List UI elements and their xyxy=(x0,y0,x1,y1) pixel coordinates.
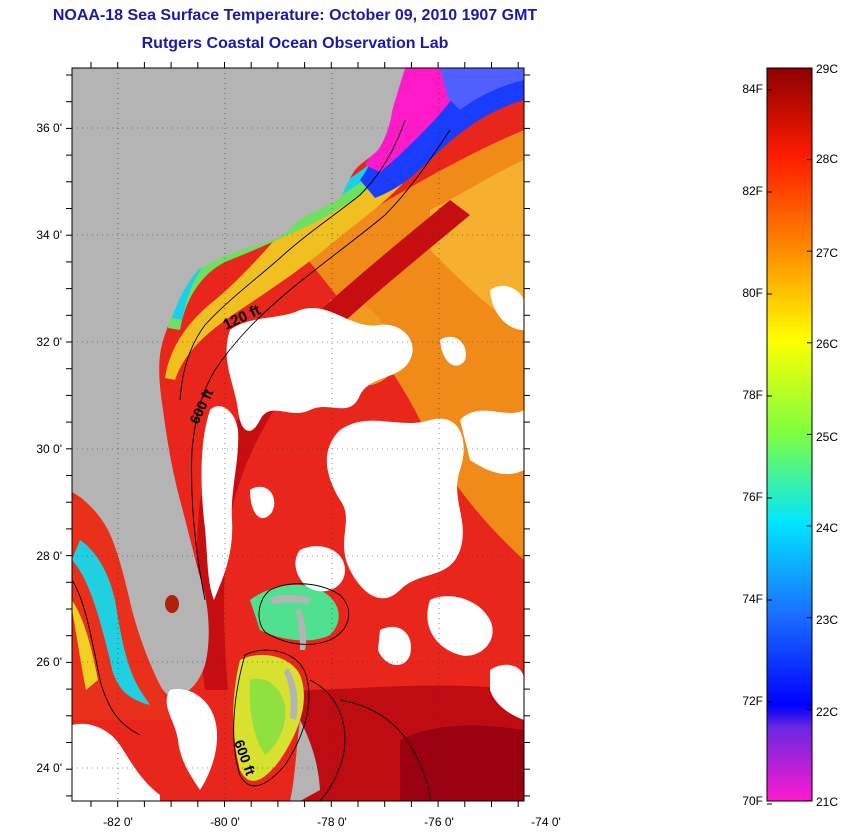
lat-label: 34 0' xyxy=(36,228,62,242)
celsius-label: 23C xyxy=(816,613,838,627)
lat-label: 36 0' xyxy=(36,121,62,135)
colorbar-celsius-labels: 29C 28C 27C 26C 25C 24C 23C 22C 21C xyxy=(816,62,838,809)
fahrenheit-label: 78F xyxy=(742,388,763,402)
colorbar-ticks xyxy=(767,67,812,805)
fahrenheit-label: 74F xyxy=(742,592,763,606)
lon-label: -74 0' xyxy=(531,815,561,829)
gulf-shelf-cyan xyxy=(72,540,150,705)
map-title: NOAA-18 Sea Surface Temperature: October… xyxy=(52,7,538,24)
lat-label: 28 0' xyxy=(36,549,62,563)
lat-label: 30 0' xyxy=(36,442,62,456)
colorbar-fahrenheit-labels: 84F 82F 80F 78F 76F 74F 72F 70F xyxy=(742,82,763,808)
lat-label: 24 0' xyxy=(36,761,62,775)
fahrenheit-label: 72F xyxy=(742,694,763,708)
map-subtitle: Rutgers Coastal Ocean Observation Lab xyxy=(141,35,449,52)
abaco xyxy=(296,608,307,650)
fahrenheit-label: 76F xyxy=(742,490,763,504)
shelf-yellow-band xyxy=(165,70,470,380)
gulf-water xyxy=(72,500,170,720)
map-ticks xyxy=(66,62,530,807)
hot-water-patch xyxy=(400,725,524,801)
celsius-label: 27C xyxy=(816,246,838,260)
celsius-label: 21C xyxy=(816,795,838,809)
celsius-label: 24C xyxy=(816,521,838,535)
celsius-label: 22C xyxy=(816,705,838,719)
cold-blue-edge xyxy=(440,68,524,110)
cold-magenta-water xyxy=(365,68,470,172)
land-us-southeast xyxy=(72,68,405,697)
lon-label: -80 0' xyxy=(210,815,240,829)
lat-label: 32 0' xyxy=(36,335,62,349)
longitude-labels: -82 0' -80 0' -78 0' -76 0' -74 0' xyxy=(103,815,561,829)
lake-okeechobee xyxy=(165,595,179,613)
celsius-label: 25C xyxy=(816,430,838,444)
map-frame xyxy=(71,67,525,802)
bathymetry-contours xyxy=(72,119,451,801)
lon-label: -78 0' xyxy=(317,815,347,829)
cloud-mask xyxy=(72,285,524,801)
andros xyxy=(284,668,298,720)
celsius-label: 28C xyxy=(816,152,838,166)
fahrenheit-label: 82F xyxy=(742,184,763,198)
fahrenheit-label: 80F xyxy=(742,286,763,300)
lat-label: 26 0' xyxy=(36,655,62,669)
gulf-shelf-yellow xyxy=(72,600,98,690)
sst-map xyxy=(72,68,524,801)
fahrenheit-label: 70F xyxy=(742,794,763,808)
lon-label: -82 0' xyxy=(103,815,133,829)
celsius-label: 29C xyxy=(816,62,838,76)
fahrenheit-label: 84F xyxy=(742,82,763,96)
lon-label: -76 0' xyxy=(424,815,454,829)
temperature-colorbar xyxy=(766,67,813,802)
grand-bahama xyxy=(270,595,310,604)
celsius-label: 26C xyxy=(816,337,838,351)
cuba-coast xyxy=(290,720,320,801)
latitude-labels: 36 0' 34 0' 32 0' 30 0' 28 0' 26 0' 24 0… xyxy=(36,121,62,775)
bank-green-patch xyxy=(249,678,286,755)
gulf-stream-core xyxy=(196,200,470,690)
